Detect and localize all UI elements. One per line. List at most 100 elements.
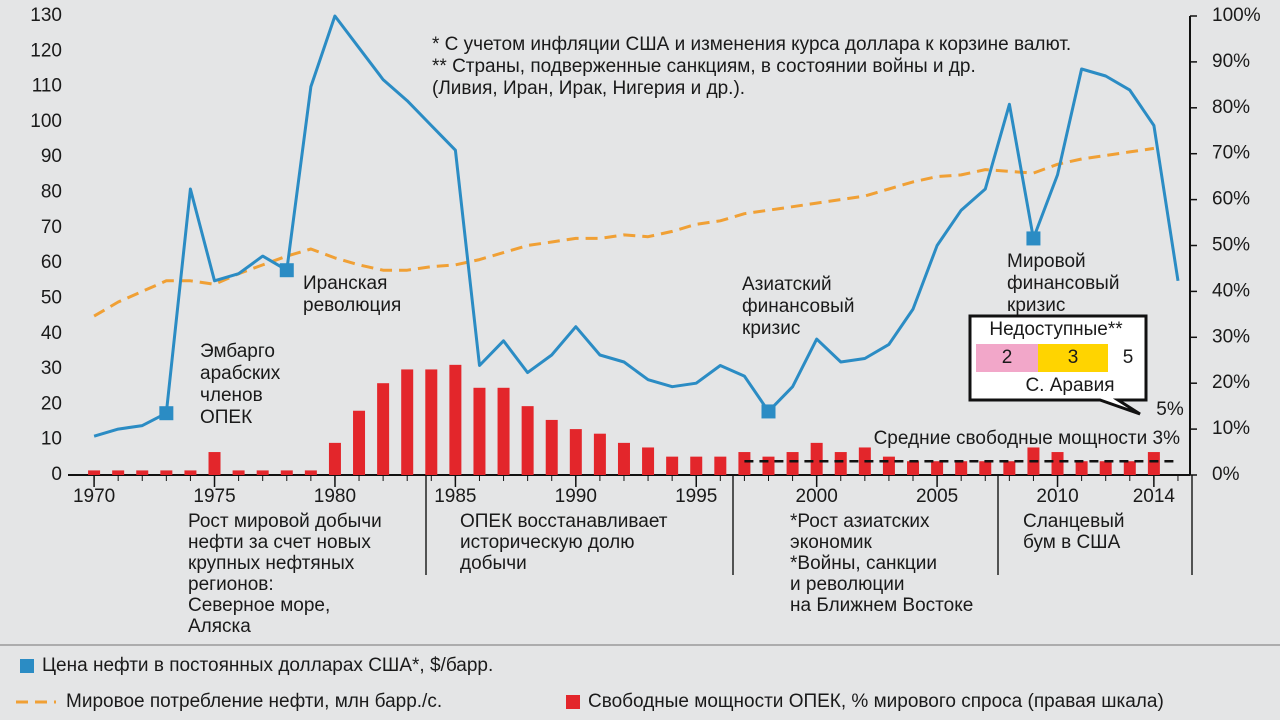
x-tick-label: 1985 <box>434 486 476 507</box>
annotation: финансовый <box>1007 273 1119 294</box>
callout: Недоступные** 2 3 5 С. Аравия <box>968 314 1148 416</box>
bar <box>617 442 630 475</box>
y2-tick-label: 10% <box>1212 418 1250 439</box>
bar <box>593 433 606 475</box>
period-text: бум в США <box>1023 532 1121 553</box>
callout-value: 2 <box>1002 347 1013 368</box>
bar <box>714 456 727 475</box>
bar <box>569 429 582 475</box>
bar <box>208 452 221 475</box>
legend-swatch <box>566 695 580 709</box>
annotation: ОПЕК <box>200 407 252 428</box>
y2-tick-label: 0% <box>1212 464 1240 485</box>
bar <box>449 364 462 475</box>
end-label: 5% <box>1156 399 1184 420</box>
y2-tick-label: 80% <box>1212 97 1250 118</box>
bar <box>1123 461 1136 475</box>
period-text: регионов: <box>188 574 274 595</box>
period-text: нефти за счет новых <box>188 532 371 553</box>
y-tick-label: 80 <box>41 182 62 203</box>
bar <box>931 461 944 475</box>
bar <box>377 383 390 475</box>
x-tick-label: 2014 <box>1133 486 1176 507</box>
bar <box>834 452 847 475</box>
x-tick-label: 1990 <box>555 486 597 507</box>
average-label: Средние свободные мощности 3% <box>874 428 1181 449</box>
legend-swatch <box>20 659 34 673</box>
callout-title: Недоступные** <box>989 319 1123 340</box>
annotation: Мировой <box>1007 251 1086 272</box>
bar <box>497 387 510 475</box>
y-tick-label: 70 <box>41 217 62 238</box>
annotation: кризис <box>742 318 800 339</box>
period-text: ОПЕК восстанавливает <box>460 511 668 532</box>
bar <box>1147 452 1160 475</box>
note: (Ливия, Иран, Ирак, Нигерия и др.). <box>432 78 745 99</box>
note: * С учетом инфляции США и изменения курс… <box>432 34 1071 55</box>
bar <box>184 470 197 475</box>
y-tick-label: 100 <box>30 111 62 132</box>
bar <box>425 369 438 475</box>
y-tick-label: 50 <box>41 287 62 308</box>
y-tick-label: 20 <box>41 393 62 414</box>
event-marker <box>279 263 294 278</box>
bar <box>521 406 534 475</box>
price-line <box>93 14 1180 438</box>
y-tick-label: 120 <box>30 40 62 61</box>
annotation: Эмбарго <box>200 341 275 362</box>
period-text: *Войны, санкции <box>790 553 937 574</box>
x-tick-label: 1975 <box>193 486 235 507</box>
legend-label: Свободные мощности ОПЕК, % мирового спро… <box>588 691 1164 712</box>
bar <box>979 461 992 475</box>
period-text: экономик <box>790 532 873 553</box>
period-text: крупных нефтяных <box>188 553 355 574</box>
bar <box>473 387 486 475</box>
bar <box>1075 461 1088 475</box>
bar <box>882 456 895 475</box>
bar <box>401 369 414 475</box>
event-marker <box>1026 231 1041 246</box>
period-text: добычи <box>460 553 527 574</box>
callout-value: 3 <box>1068 347 1079 368</box>
axes: 0 10 20 30 40 50 60 70 80 90 100 110 120 130 0% 10% 20% 3… <box>30 5 1260 507</box>
y2-tick-label: 70% <box>1212 143 1250 164</box>
bar <box>690 456 703 475</box>
legend-label: Мировое потребление нефти, млн барр./с. <box>66 691 442 712</box>
y2-tick-label: 90% <box>1212 51 1250 72</box>
period-text: *Рост азиатских <box>790 511 930 532</box>
annotation: арабских <box>200 363 281 384</box>
period-text: Сланцевый <box>1023 511 1124 532</box>
y-tick-label: 130 <box>30 5 62 26</box>
annotation: Азиатский <box>742 274 832 295</box>
x-tick-label: 1995 <box>675 486 717 507</box>
y-tick-label: 110 <box>32 76 62 97</box>
callout-value: 5 <box>1123 347 1134 368</box>
annotation: Иранская <box>303 273 387 294</box>
y-tick-label: 40 <box>41 323 62 344</box>
x-tick-label: 2000 <box>796 486 838 507</box>
bar <box>810 442 823 475</box>
y-tick-label: 0 <box>51 464 62 485</box>
bar <box>1003 461 1016 475</box>
y-tick-label: 10 <box>41 429 62 450</box>
bar <box>112 470 125 475</box>
bar <box>353 410 366 475</box>
bar <box>88 470 101 475</box>
bar <box>666 456 679 475</box>
callout-segment <box>1038 344 1108 372</box>
y2-tick-label: 30% <box>1212 326 1250 347</box>
period-text: историческую долю <box>460 532 634 553</box>
annotation: революция <box>303 295 401 316</box>
bar <box>328 442 341 475</box>
event-marker <box>761 404 776 419</box>
legend-label: Цена нефти в постоянных долларах США*, $… <box>42 655 493 676</box>
period-text: Рост мировой добычи <box>188 511 382 532</box>
annotation: кризис <box>1007 295 1065 316</box>
note: ** Страны, подверженные санкциям, в сост… <box>432 56 976 77</box>
bar <box>762 456 775 475</box>
bar <box>1051 452 1064 475</box>
y2-tick-label: 60% <box>1212 189 1250 210</box>
x-tick-label: 1980 <box>314 486 356 507</box>
